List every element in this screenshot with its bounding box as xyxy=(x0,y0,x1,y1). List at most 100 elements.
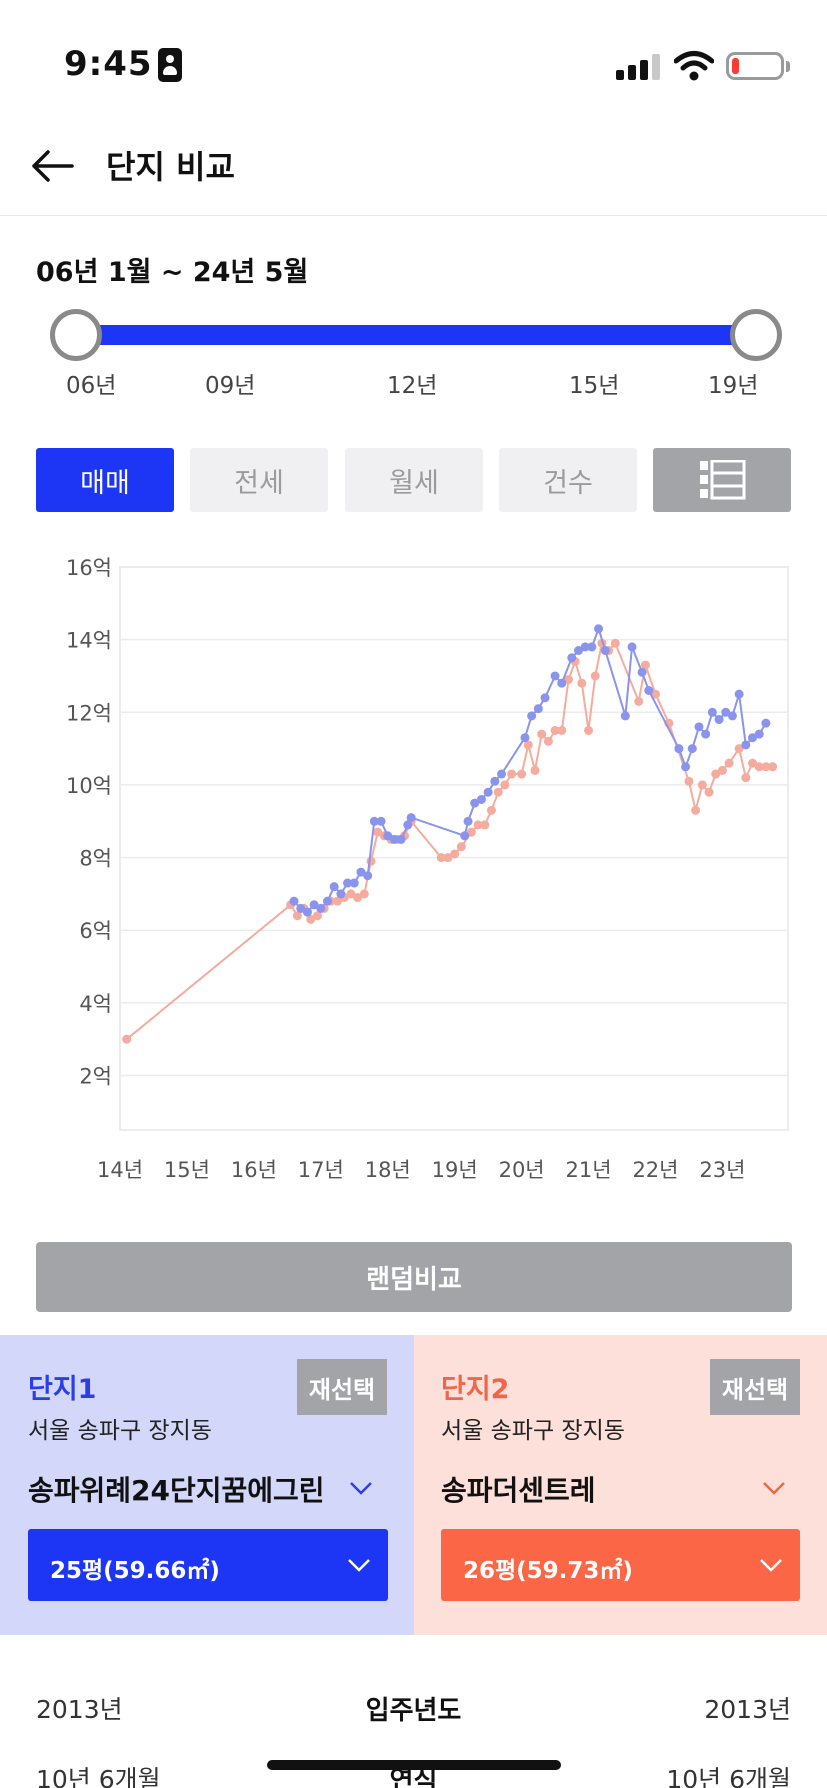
data-point xyxy=(383,831,393,841)
info-row-age: 10년 6개월 연식 10년 6개월 xyxy=(0,1760,827,1788)
data-point xyxy=(701,729,711,739)
complex2-name[interactable]: 송파더센트레 xyxy=(441,1474,596,1507)
data-point xyxy=(634,696,644,706)
y-tick-label: 16억 xyxy=(66,556,112,580)
data-point xyxy=(580,642,590,652)
range-start-handle[interactable] xyxy=(50,309,102,361)
tab-monthly-rent[interactable]: 월세 xyxy=(345,448,483,512)
complex2-move-in-year: 2013년 xyxy=(704,1695,791,1724)
range-end-handle[interactable] xyxy=(730,309,782,361)
data-point xyxy=(366,856,376,866)
complex1-reselect-button[interactable]: 재선택 xyxy=(297,1359,387,1415)
complex1-name[interactable]: 송파위례24단지꿈에그린 xyxy=(28,1474,325,1507)
nav-header: 단지 비교 xyxy=(0,130,827,216)
tab-jeonse[interactable]: 전세 xyxy=(190,448,328,512)
x-tick-label: 17년 xyxy=(298,1158,344,1182)
data-point xyxy=(684,776,694,786)
data-point xyxy=(768,762,778,772)
data-point xyxy=(373,827,383,837)
data-point xyxy=(650,689,660,699)
tab-sale[interactable]: 매매 xyxy=(36,448,174,512)
data-point xyxy=(577,678,587,688)
data-point xyxy=(550,671,560,681)
data-point xyxy=(403,820,413,830)
data-point xyxy=(346,889,356,899)
data-point xyxy=(681,762,691,772)
data-point xyxy=(343,878,353,888)
data-point xyxy=(497,769,507,779)
x-tick-label: 20년 xyxy=(499,1158,545,1182)
tab-count[interactable]: 건수 xyxy=(499,448,637,512)
data-point xyxy=(322,896,332,906)
data-point xyxy=(436,853,446,863)
info-row-move-in-year: 2013년 입주년도 2013년 xyxy=(0,1690,827,1750)
home-indicator xyxy=(267,1760,561,1770)
range-tick: 19년 xyxy=(708,373,759,399)
data-point xyxy=(296,903,306,913)
data-point xyxy=(687,744,697,754)
age-label: 연식 xyxy=(389,1766,438,1788)
data-point xyxy=(761,762,771,772)
chevron-down-icon[interactable] xyxy=(348,1475,374,1501)
data-point xyxy=(456,842,466,852)
y-tick-label: 10억 xyxy=(66,774,112,798)
data-point xyxy=(333,896,343,906)
data-point xyxy=(620,711,630,721)
complex2-reselect-button[interactable]: 재선택 xyxy=(710,1359,800,1415)
chevron-down-icon[interactable] xyxy=(761,1475,787,1501)
complex2-size-select[interactable]: 26평(59.73㎡) xyxy=(441,1529,800,1601)
x-tick-label: 15년 xyxy=(164,1158,210,1182)
data-point xyxy=(312,911,322,921)
data-point xyxy=(316,903,326,913)
data-point xyxy=(480,820,490,830)
date-range-label: 06년 1월 ~ 24년 5월 xyxy=(36,257,309,288)
data-point xyxy=(527,711,537,721)
data-point xyxy=(748,758,758,768)
complex1-size-select[interactable]: 25평(59.66㎡) xyxy=(28,1529,388,1601)
back-arrow-icon[interactable] xyxy=(28,146,76,186)
data-point xyxy=(517,769,527,779)
list-view-button[interactable] xyxy=(653,448,791,512)
data-point xyxy=(466,827,476,837)
data-point xyxy=(707,707,717,717)
y-tick-label: 6억 xyxy=(79,919,112,943)
battery-cap xyxy=(786,61,790,72)
date-range-track[interactable] xyxy=(76,325,754,345)
complex1-panel: 단지1 재선택 서울 송파구 장지동 송파위례24단지꿈에그린 25평(59.6… xyxy=(0,1335,414,1635)
data-point xyxy=(543,736,553,746)
data-point xyxy=(520,733,530,743)
data-point xyxy=(587,642,597,652)
y-tick-label: 4억 xyxy=(79,992,112,1016)
random-compare-button[interactable]: 랜덤비교 xyxy=(36,1242,792,1312)
complex1-location: 서울 송파구 장지동 xyxy=(28,1418,212,1444)
complex1-move-in-year: 2013년 xyxy=(36,1695,123,1724)
data-point xyxy=(567,653,577,663)
complex1-size-value: 25평(59.66㎡) xyxy=(50,1558,220,1584)
data-point xyxy=(389,834,399,844)
complex2-size-value: 26평(59.73㎡) xyxy=(463,1558,633,1584)
range-tick: 12년 xyxy=(387,373,438,399)
data-point xyxy=(724,758,734,768)
data-point xyxy=(309,900,319,910)
data-point xyxy=(557,678,567,688)
data-point xyxy=(463,816,473,826)
y-tick-label: 12억 xyxy=(66,701,112,725)
data-point xyxy=(376,816,386,826)
data-point xyxy=(627,642,637,652)
plot-area xyxy=(119,566,789,1131)
data-point xyxy=(486,805,496,815)
data-point xyxy=(363,871,373,881)
complex1-age: 10년 6개월 xyxy=(36,1765,161,1788)
range-tick: 09년 xyxy=(205,373,256,399)
data-point xyxy=(470,798,480,808)
battery-icon xyxy=(726,52,784,80)
move-in-year-label: 입주년도 xyxy=(365,1696,462,1726)
data-point xyxy=(594,624,604,634)
x-tick-label: 21년 xyxy=(566,1158,612,1182)
data-point xyxy=(329,882,339,892)
cellular-signal-icon xyxy=(616,54,660,80)
data-point xyxy=(476,794,486,804)
data-point xyxy=(711,769,721,779)
chevron-down-icon xyxy=(348,1559,370,1572)
status-time: 9:45 xyxy=(64,44,153,84)
